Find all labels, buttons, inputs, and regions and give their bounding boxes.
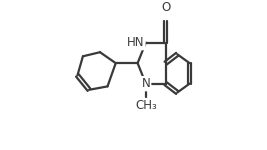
Text: O: O — [161, 1, 170, 14]
Text: N: N — [142, 77, 150, 90]
Text: HN: HN — [127, 36, 144, 49]
Text: CH₃: CH₃ — [135, 99, 157, 112]
